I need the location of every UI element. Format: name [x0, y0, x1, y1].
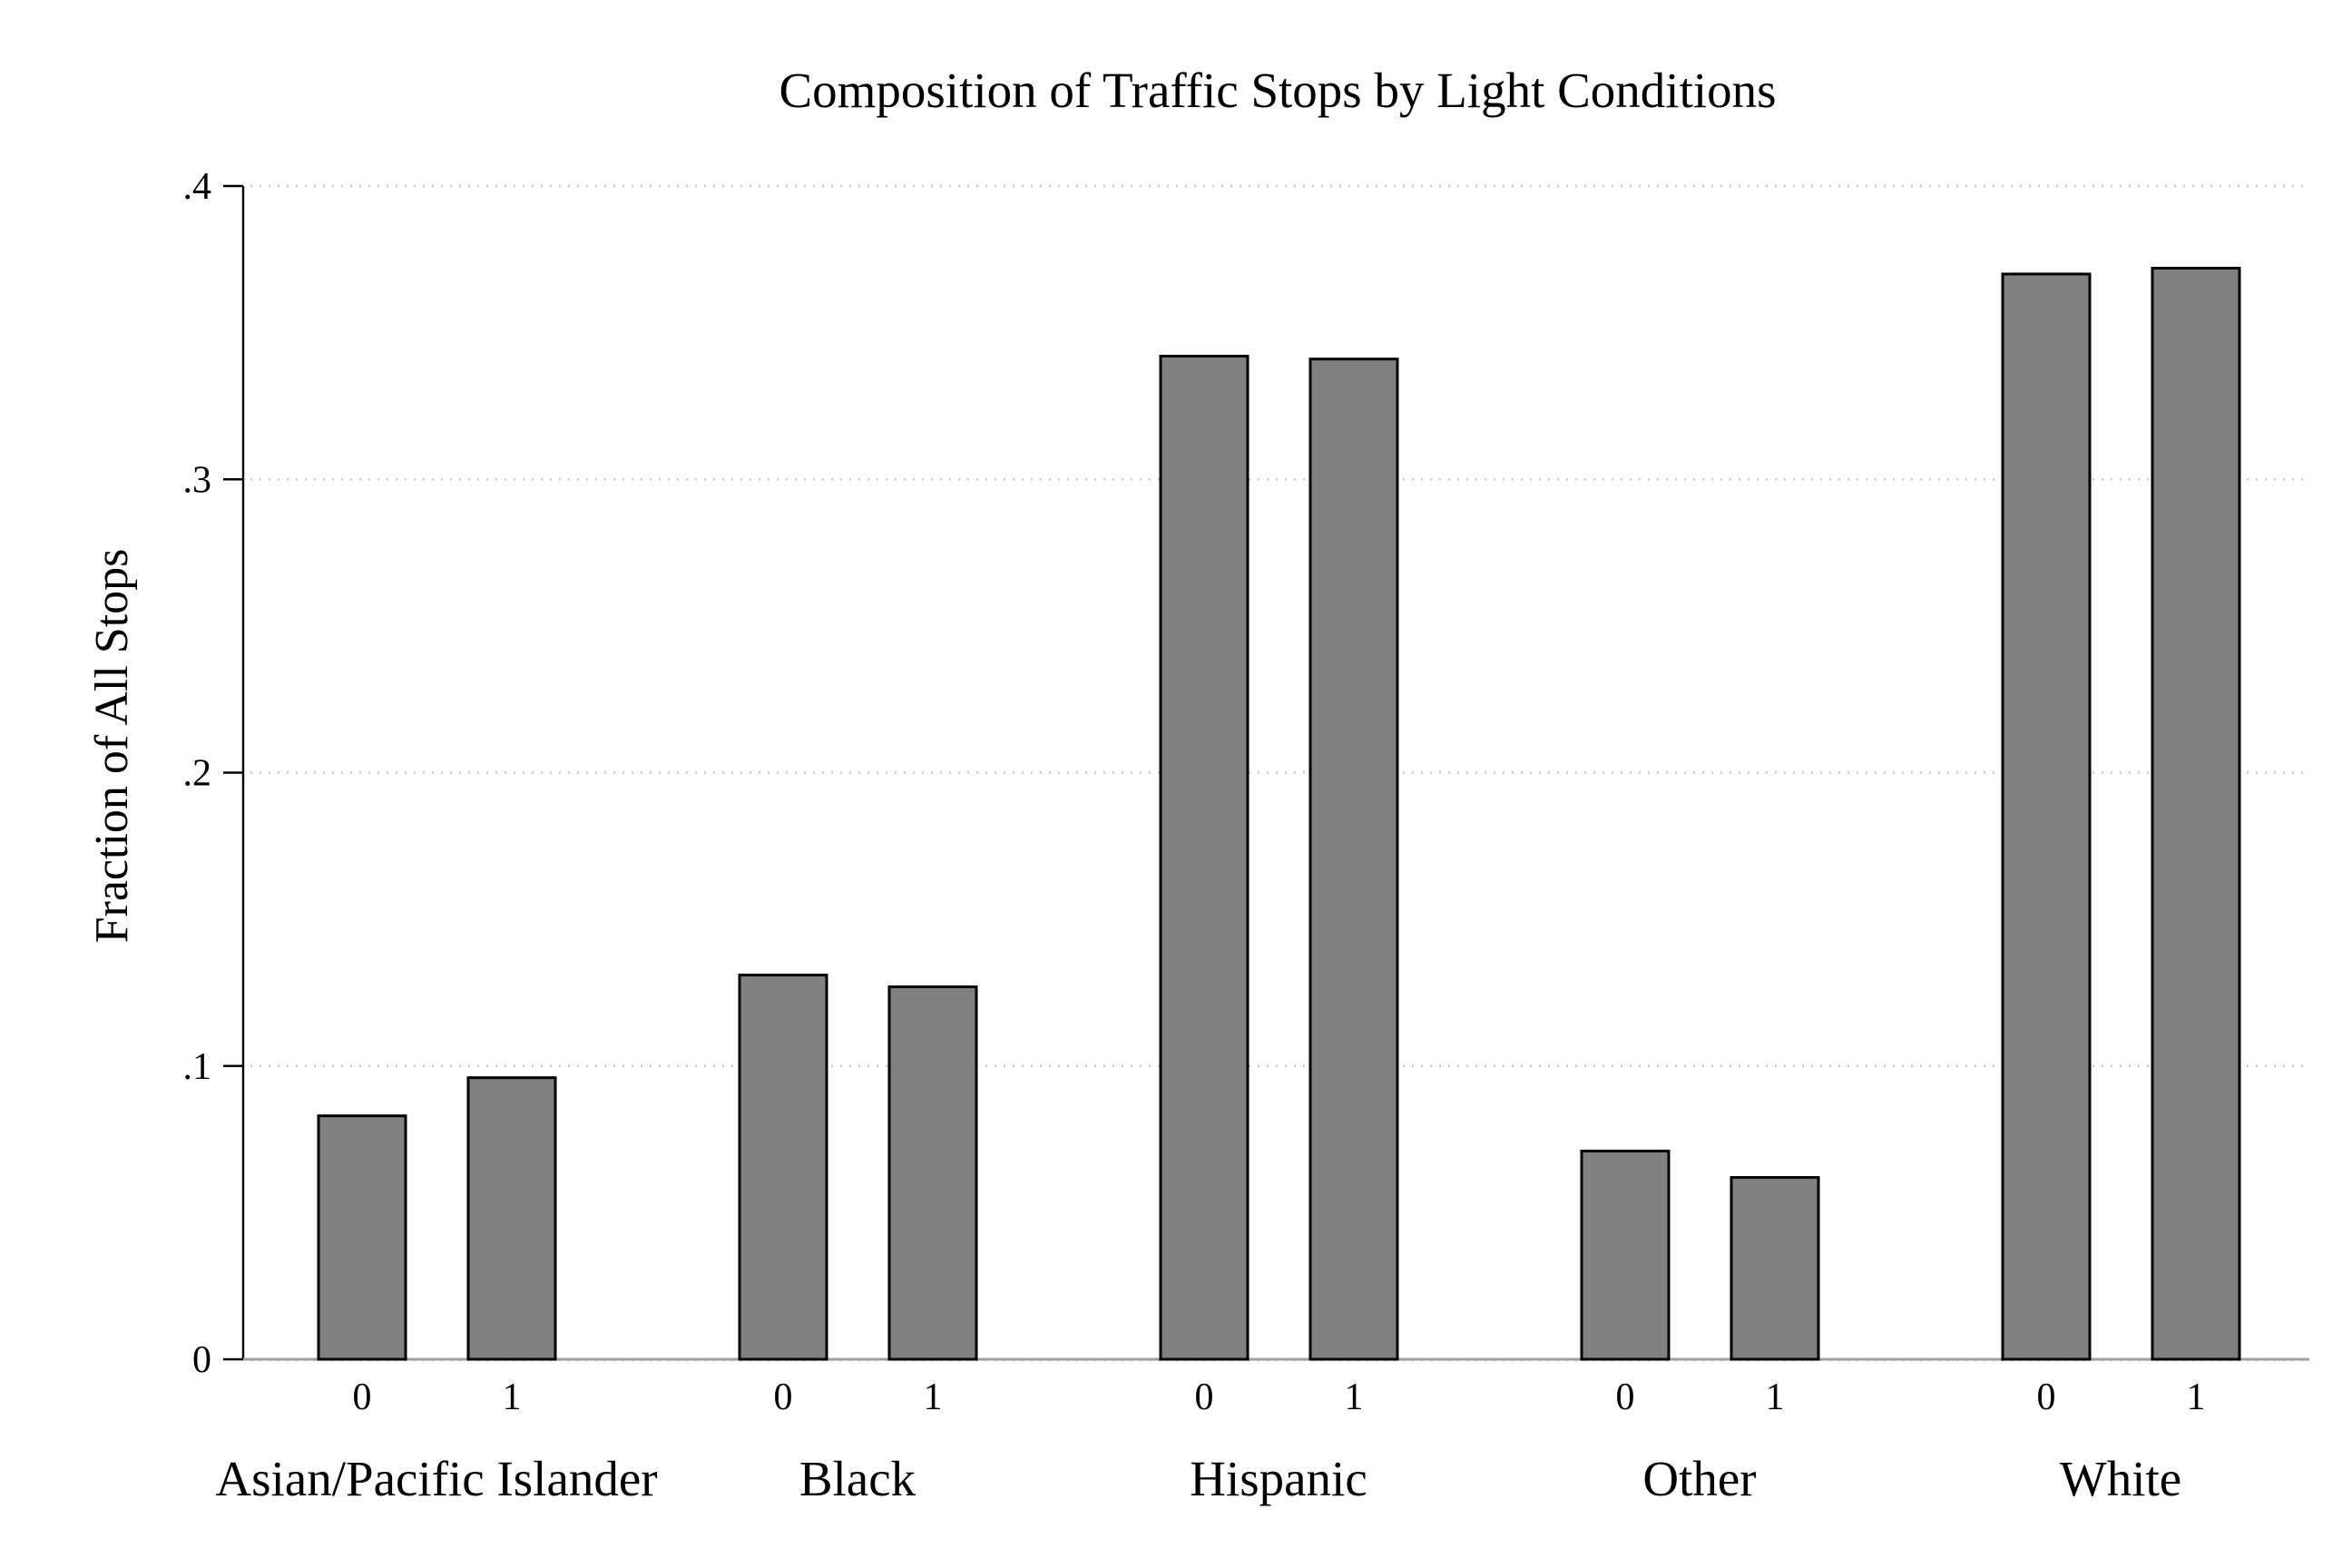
x-tick-label: 1 [1766, 1377, 1785, 1418]
x-tick-label: 1 [503, 1377, 522, 1418]
bar-hispanic-0 [1159, 354, 1250, 1361]
bar-white-1 [2151, 267, 2241, 1361]
bars [317, 267, 2241, 1361]
group-label: Other [1642, 1451, 1756, 1506]
bar-hispanic-1 [1308, 358, 1399, 1361]
y-axis-label: Fraction of All Stops [86, 549, 138, 944]
y-tick-label: .1 [183, 1046, 212, 1088]
bar-black-0 [738, 974, 828, 1361]
bar-other-0 [1580, 1149, 1671, 1361]
group-label: White [2060, 1451, 2181, 1506]
group-label: Asian/Pacific Islander [215, 1451, 657, 1506]
x-tick-label: 0 [774, 1377, 793, 1418]
bar-asian-pacific-islander-1 [466, 1076, 557, 1361]
bar-asian-pacific-islander-0 [317, 1114, 407, 1361]
x-tick-label: 1 [924, 1377, 943, 1418]
chart-title: Composition of Traffic Stops by Light Co… [779, 63, 1776, 118]
y-tick-label: 0 [192, 1339, 211, 1381]
x-tick-label: 0 [353, 1377, 372, 1418]
group-label: Hispanic [1190, 1451, 1367, 1506]
bar-other-1 [1730, 1176, 1820, 1361]
x-tick-label: 0 [1616, 1377, 1635, 1418]
x-tick-label: 0 [1195, 1377, 1214, 1418]
bar-white-0 [2001, 272, 2092, 1361]
y-axis: 0 .1 .2 .3 .4 [183, 166, 2309, 1381]
bar-black-1 [887, 985, 978, 1361]
y-tick-label: .3 [183, 459, 212, 501]
x-tick-label: 1 [1345, 1377, 1364, 1418]
group-label: Black [799, 1451, 916, 1506]
x-tick-label: 0 [2037, 1377, 2056, 1418]
y-tick-label: .4 [183, 166, 212, 208]
x-tick-label: 1 [2187, 1377, 2206, 1418]
y-tick-label: .2 [183, 753, 212, 795]
